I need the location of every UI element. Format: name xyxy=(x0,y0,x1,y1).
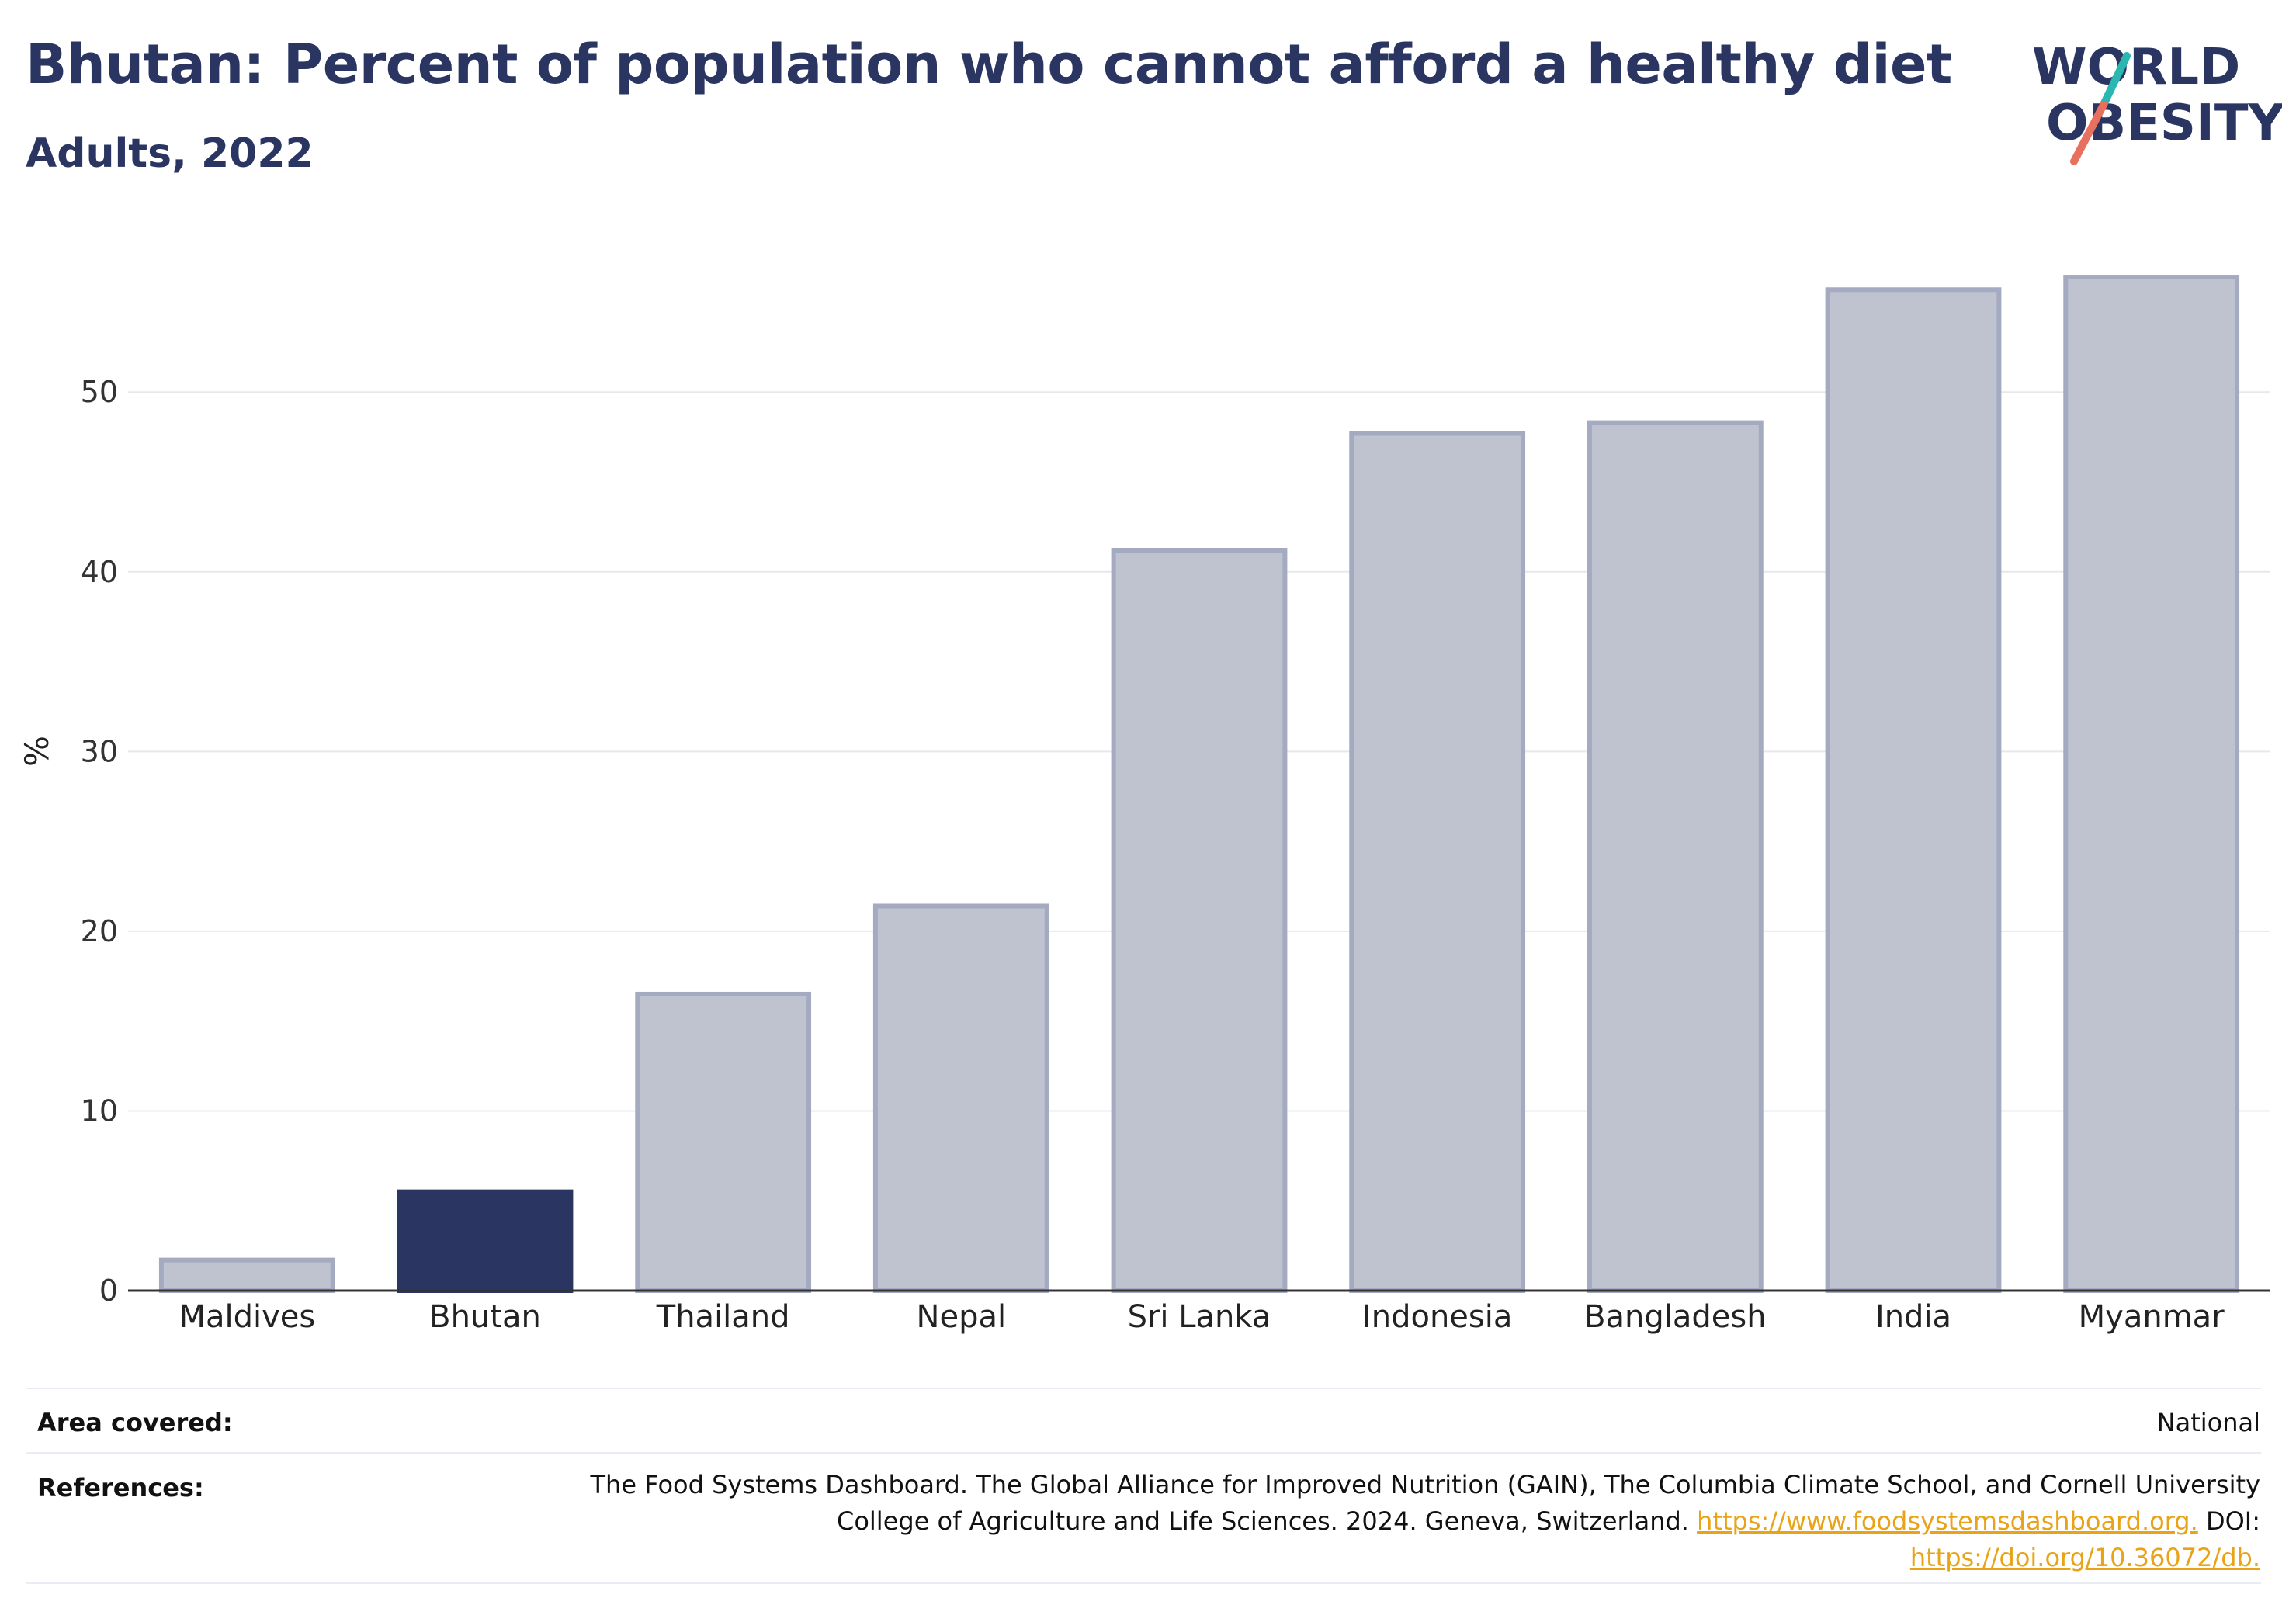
world-obesity-logo: WORLD OBESITY xyxy=(2032,39,2282,165)
divider-middle xyxy=(26,1452,2261,1454)
x-tick-labels: Maldives Bhutan Thailand Nepal Sri Lanka Indo… xyxy=(179,1299,2225,1335)
y-tick-50: 50 xyxy=(81,375,118,409)
references-link-doi[interactable]: https://doi.org/10.36072/db. xyxy=(1909,1543,2260,1572)
area-covered-value: National xyxy=(2156,1408,2260,1437)
y-tick-labels: 0 10 20 30 40 50 xyxy=(81,375,118,1308)
y-tick-0: 0 xyxy=(99,1274,118,1308)
x-tick-sri-lanka: Sri Lanka xyxy=(1128,1299,1271,1335)
y-tick-20: 20 xyxy=(81,914,118,948)
bar-bangladesh[interactable] xyxy=(1587,420,1764,1293)
references-line3: https://doi.org/10.36072/db. xyxy=(553,1540,2260,1576)
references-line1: The Food Systems Dashboard. The Global A… xyxy=(590,1470,2260,1499)
references-line2: College of Agriculture and Life Sciences… xyxy=(553,1503,2260,1540)
references-link-dashboard[interactable]: https://www.foodsystemsdashboard.org. xyxy=(1697,1506,2198,1536)
y-axis-title: % xyxy=(18,736,56,767)
bar-maldives[interactable] xyxy=(158,1257,335,1294)
bar-thailand[interactable] xyxy=(635,991,812,1294)
x-tick-india: India xyxy=(1875,1299,1951,1335)
divider-bottom xyxy=(26,1582,2261,1584)
x-tick-myanmar: Myanmar xyxy=(2079,1299,2225,1335)
bars xyxy=(158,275,2240,1294)
divider-top xyxy=(26,1388,2261,1389)
logo-slash-coral xyxy=(2070,101,2107,165)
references-doi-label: DOI: xyxy=(2205,1506,2260,1536)
chart-subtitle: Adults, 2022 xyxy=(26,130,314,177)
area-covered-label: Area covered: xyxy=(37,1408,233,1437)
bar-nepal[interactable] xyxy=(872,903,1049,1294)
y-tick-40: 40 xyxy=(81,555,118,589)
references-label: References: xyxy=(37,1473,204,1502)
bar-myanmar[interactable] xyxy=(2063,275,2240,1294)
bar-chart: 0 10 20 30 40 50 Maldives Bhutan Thailand Nepal S… xyxy=(18,275,2270,1335)
bar-indonesia[interactable] xyxy=(1349,431,1526,1293)
chart-title: Bhutan: Percent of population who cannot… xyxy=(26,33,1952,96)
x-tick-thailand: Thailand xyxy=(656,1299,790,1335)
y-tick-30: 30 xyxy=(81,734,118,768)
references-text: The Food Systems Dashboard. The Global A… xyxy=(553,1467,2260,1576)
y-tick-10: 10 xyxy=(81,1093,118,1128)
bar-india[interactable] xyxy=(1825,287,2002,1294)
bar-sri-lanka[interactable] xyxy=(1111,548,1288,1293)
x-tick-nepal: Nepal xyxy=(917,1299,1007,1335)
bar-bhutan[interactable] xyxy=(397,1189,574,1294)
x-tick-indonesia: Indonesia xyxy=(1362,1299,1512,1335)
x-tick-bangladesh: Bangladesh xyxy=(1584,1299,1767,1335)
references-line2-text: College of Agriculture and Life Sciences… xyxy=(836,1506,1689,1536)
logo-slash-teal xyxy=(2100,52,2131,109)
logo-line1: WORLD xyxy=(2032,39,2240,96)
x-tick-bhutan: Bhutan xyxy=(429,1299,541,1335)
x-tick-maldives: Maldives xyxy=(179,1299,315,1335)
